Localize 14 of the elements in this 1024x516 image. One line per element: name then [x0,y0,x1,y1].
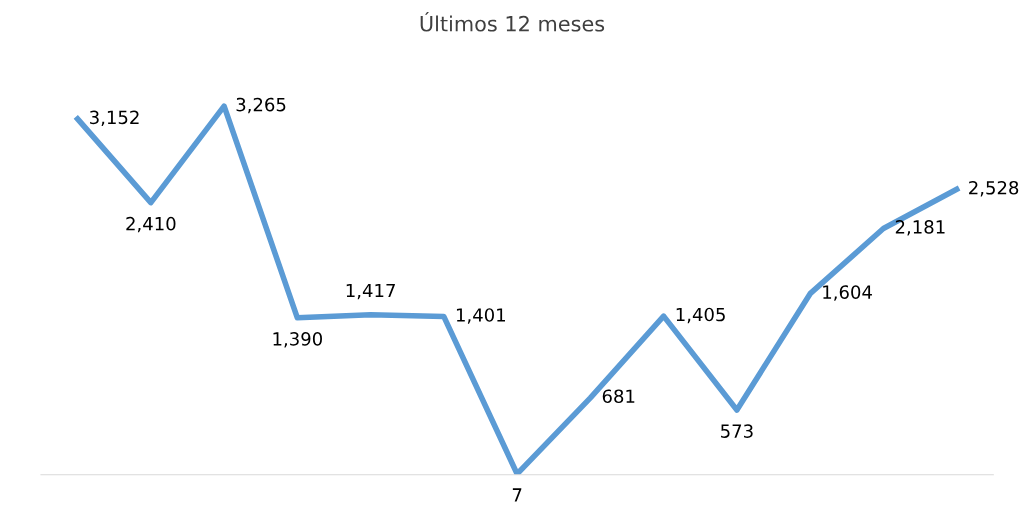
data-label: 1,405 [676,307,725,324]
data-label: 1,390 [273,332,322,348]
chart-title: Últimos 12 meses [420,12,605,32]
data-label: 1,417 [346,283,395,300]
data-label: 3,265 [236,97,286,114]
data-label: 2,181 [895,220,945,236]
data-label: 573 [721,424,753,438]
data-label: 3,152 [90,110,139,126]
data-label: 1,401 [456,308,505,324]
data-label: 1,604 [823,285,872,301]
data-label: 2,528 [969,180,1019,197]
data-label: 681 [602,389,635,404]
data-label: 2,410 [126,216,176,233]
data-label: 7 [512,488,522,502]
